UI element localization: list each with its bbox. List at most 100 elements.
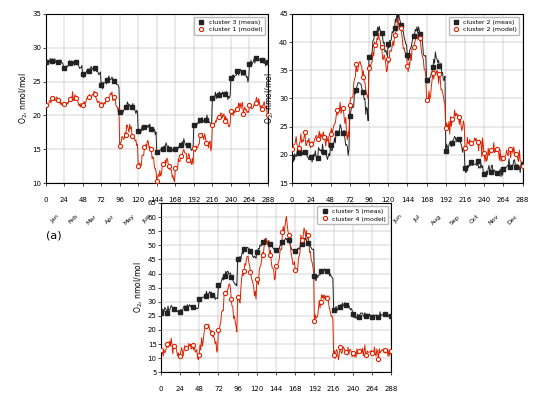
- cluster 2 (meas): [295, 151, 302, 155]
- cluster 2 (meas): [308, 155, 315, 160]
- cluster 2 (meas): [519, 162, 526, 166]
- cluster 2 (model): [474, 139, 481, 144]
- Text: Dec: Dec: [507, 214, 519, 226]
- cluster 3 (meas): [135, 129, 142, 134]
- cluster 4 (model): [388, 349, 394, 353]
- cluster 5 (meas): [234, 256, 241, 261]
- cluster 1 (model): [252, 100, 259, 105]
- Y-axis label: O$_2$, nmol/mol: O$_2$, nmol/mol: [132, 262, 145, 314]
- cluster 5 (meas): [241, 246, 247, 251]
- cluster 3 (meas): [123, 104, 129, 109]
- cluster 2 (meas): [449, 141, 456, 145]
- Text: Jul: Jul: [161, 214, 170, 223]
- cluster 4 (model): [349, 350, 356, 355]
- cluster 2 (model): [295, 145, 302, 150]
- cluster 4 (model): [177, 353, 183, 358]
- Text: Oct: Oct: [469, 214, 480, 225]
- cluster 2 (meas): [404, 53, 411, 58]
- cluster 3 (meas): [98, 83, 105, 87]
- cluster 4 (model): [292, 267, 299, 272]
- cluster 3 (meas): [104, 78, 110, 83]
- Text: Aug: Aug: [178, 214, 191, 226]
- cluster 4 (model): [183, 346, 190, 350]
- cluster 3 (meas): [246, 61, 252, 66]
- cluster 3 (meas): [228, 76, 234, 80]
- cluster 1 (model): [61, 102, 68, 107]
- cluster 5 (meas): [375, 314, 382, 319]
- cluster 4 (model): [299, 238, 305, 242]
- Text: Feb: Feb: [68, 214, 79, 225]
- cluster 1 (model): [129, 134, 135, 138]
- cluster 2 (meas): [430, 65, 436, 70]
- cluster 1 (model): [123, 133, 129, 138]
- cluster 4 (model): [273, 264, 279, 269]
- cluster 4 (model): [158, 348, 164, 353]
- cluster 3 (meas): [129, 104, 135, 109]
- cluster 3 (meas): [147, 126, 154, 131]
- cluster 4 (model): [330, 353, 337, 357]
- cluster 3 (meas): [252, 56, 259, 61]
- cluster 3 (meas): [79, 72, 86, 76]
- cluster 5 (meas): [382, 312, 388, 316]
- Text: May: May: [123, 214, 135, 227]
- cluster 1 (model): [141, 145, 147, 149]
- cluster 4 (model): [196, 353, 203, 357]
- cluster 3 (meas): [265, 60, 271, 65]
- cluster 1 (model): [98, 103, 105, 108]
- cluster 2 (model): [302, 130, 308, 135]
- cluster 1 (model): [160, 161, 166, 166]
- cluster 2 (meas): [334, 130, 340, 135]
- cluster 1 (model): [86, 95, 92, 100]
- cluster 3 (meas): [234, 69, 240, 73]
- cluster 3 (meas): [141, 125, 147, 130]
- cluster 2 (meas): [391, 26, 398, 30]
- cluster 2 (meas): [423, 78, 430, 82]
- cluster 5 (meas): [228, 275, 234, 279]
- cluster 2 (model): [487, 148, 494, 152]
- cluster 2 (model): [423, 97, 430, 102]
- Text: (a): (a): [46, 230, 61, 241]
- cluster 2 (meas): [289, 155, 295, 160]
- cluster 2 (model): [321, 135, 327, 139]
- cluster 4 (model): [324, 296, 331, 300]
- cluster 2 (meas): [436, 64, 443, 69]
- cluster 5 (meas): [343, 303, 349, 308]
- cluster 2 (model): [494, 147, 500, 152]
- cluster 3 (meas): [92, 66, 98, 71]
- cluster 3 (meas): [166, 147, 173, 152]
- cluster 2 (model): [353, 62, 359, 67]
- cluster 2 (meas): [443, 149, 449, 153]
- cluster 4 (model): [356, 349, 362, 353]
- cluster 5 (meas): [318, 268, 324, 273]
- cluster 2 (model): [372, 43, 378, 47]
- cluster 1 (model): [197, 133, 203, 138]
- cluster 3 (meas): [178, 142, 185, 147]
- cluster 2 (meas): [378, 31, 385, 35]
- cluster 5 (meas): [286, 238, 292, 243]
- Text: Mar: Mar: [334, 214, 346, 226]
- cluster 2 (model): [346, 103, 353, 108]
- cluster 5 (meas): [190, 305, 196, 310]
- cluster 2 (meas): [315, 155, 321, 160]
- cluster 5 (meas): [362, 313, 369, 318]
- Text: Jun: Jun: [392, 214, 403, 224]
- cluster 4 (model): [234, 295, 241, 299]
- cluster 4 (model): [305, 232, 311, 237]
- cluster 2 (model): [289, 147, 295, 151]
- cluster 4 (model): [228, 297, 234, 301]
- cluster 5 (meas): [203, 294, 209, 299]
- cluster 4 (model): [254, 277, 260, 282]
- cluster 3 (meas): [258, 58, 265, 62]
- cluster 4 (model): [286, 232, 292, 237]
- cluster 1 (model): [116, 143, 123, 148]
- cluster 1 (model): [191, 146, 197, 151]
- cluster 1 (model): [258, 106, 265, 111]
- cluster 3 (meas): [221, 92, 228, 97]
- cluster 3 (meas): [215, 93, 222, 97]
- cluster 2 (meas): [417, 32, 423, 37]
- cluster 2 (meas): [462, 166, 468, 171]
- cluster 2 (model): [443, 126, 449, 130]
- cluster 2 (meas): [359, 90, 366, 95]
- cluster 2 (meas): [366, 55, 372, 59]
- cluster 5 (meas): [164, 310, 170, 315]
